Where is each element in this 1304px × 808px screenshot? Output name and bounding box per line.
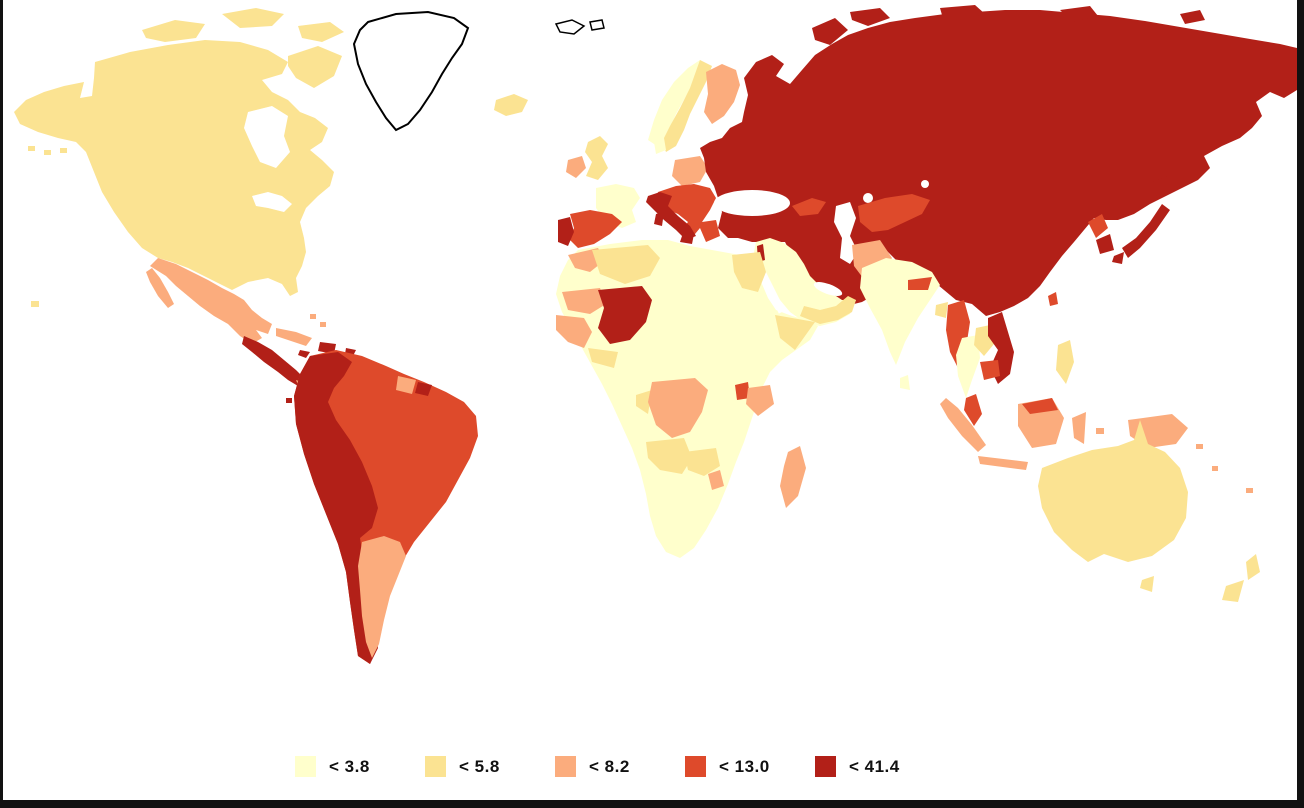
region-mexico (146, 258, 272, 344)
region-mauritania (562, 288, 606, 314)
legend-label: < 41.4 (849, 756, 900, 776)
frame-left (0, 0, 3, 808)
region-arabia-iraq-syria (754, 238, 856, 326)
region-zimbabwe-malawi (708, 470, 724, 490)
region-japan (1112, 176, 1170, 264)
persian-gulf (813, 282, 843, 296)
aral-sea (863, 193, 873, 203)
region-fiji (1246, 488, 1253, 493)
region-south-korea (1096, 234, 1114, 254)
region-hispaniola (318, 342, 336, 354)
legend-swatch (295, 756, 316, 777)
legend-label: < 13.0 (719, 756, 770, 776)
region-zambia (684, 448, 720, 476)
region-greenland (352, 10, 470, 132)
region-india (860, 258, 940, 365)
region-congo-gabon (636, 390, 652, 414)
legend-item: < 5.8 (425, 756, 555, 777)
region-colombia-peru-bolivia-chile (294, 352, 378, 664)
region-argentina (358, 536, 406, 658)
region-dr-congo (648, 378, 708, 438)
region-ghana-ivory-coast (588, 348, 618, 368)
legend-swatch (815, 756, 836, 777)
legend-label: < 5.8 (459, 756, 500, 776)
caspian-sea (834, 202, 858, 264)
region-russian-arctic-islands (812, 5, 1205, 162)
region-sri-lanka (900, 375, 910, 390)
region-yemen-oman (800, 296, 856, 324)
region-guyana (396, 376, 416, 394)
legend-swatch (425, 756, 446, 777)
region-malaysia-borneo (1022, 398, 1058, 414)
lake-balkhash (921, 180, 929, 188)
region-central-southeast-europe (656, 184, 720, 242)
region-thailand (956, 335, 980, 398)
region-svalbard (554, 19, 605, 35)
region-central-america (242, 336, 304, 386)
legend-item: < 8.2 (555, 756, 685, 777)
region-sweden (662, 60, 712, 152)
region-mali (598, 286, 652, 344)
region-new-zealand (1222, 554, 1260, 602)
region-somalia (775, 315, 815, 350)
legend-item: < 3.8 (295, 756, 425, 777)
legend-swatch (555, 756, 576, 777)
region-uganda (735, 382, 750, 400)
region-norway (648, 60, 706, 148)
region-united-kingdom (585, 136, 608, 180)
region-jamaica (298, 350, 310, 358)
region-italy (646, 192, 696, 244)
frame-bottom (0, 800, 1304, 808)
region-central-asia (858, 194, 930, 232)
region-aleutian-islands (28, 146, 67, 155)
region-malay-peninsula (964, 394, 982, 426)
region-angola (646, 438, 692, 474)
region-iceland (494, 94, 528, 116)
region-spain (570, 210, 622, 248)
region-vanuatu (1212, 466, 1218, 471)
region-finland (704, 64, 740, 124)
region-caucasus (792, 198, 826, 216)
region-north-korea (1088, 214, 1108, 238)
region-hawaii (31, 301, 39, 307)
region-poland (672, 156, 708, 186)
region-australia (1038, 420, 1188, 592)
legend-swatch (685, 756, 706, 777)
legend-label: < 8.2 (589, 756, 630, 776)
region-kenya (746, 385, 774, 416)
region-bangladesh (935, 302, 948, 318)
region-solomon-islands (1196, 444, 1203, 449)
region-ireland (566, 156, 586, 178)
region-portugal (558, 217, 574, 246)
region-senegal-guinea (556, 315, 592, 348)
legend-label: < 3.8 (329, 756, 370, 776)
region-bahamas (310, 314, 326, 327)
black-sea (714, 190, 790, 216)
hudson-bay (244, 106, 290, 168)
region-egypt (732, 252, 766, 292)
region-nepal (908, 277, 932, 290)
region-canadian-arctic-islands (142, 8, 344, 88)
region-cuba (276, 328, 312, 346)
region-denmark (654, 138, 666, 154)
region-taiwan (1048, 292, 1058, 306)
region-philippines (1056, 340, 1074, 384)
region-north-america (14, 40, 334, 296)
region-suriname (415, 382, 432, 396)
region-galapagos (286, 398, 292, 403)
frame-right (1297, 0, 1304, 808)
region-cambodia (980, 360, 1000, 380)
region-madagascar (780, 446, 806, 508)
legend: < 3.8 < 5.8 < 8.2 < 13.0 < 41.4 (295, 756, 900, 777)
great-lakes (252, 192, 292, 212)
legend-item: < 41.4 (815, 756, 900, 777)
region-algeria (592, 245, 660, 284)
legend-item: < 13.0 (685, 756, 815, 777)
